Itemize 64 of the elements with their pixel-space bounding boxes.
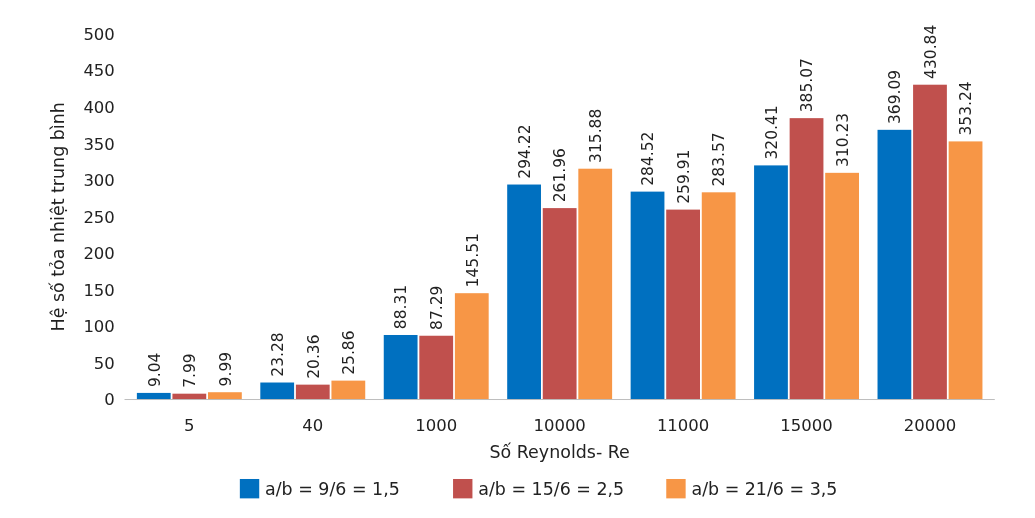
- bar: [136, 392, 171, 400]
- y-tick-label: 0: [104, 390, 115, 410]
- bar: [913, 84, 947, 400]
- data-label: 315.88: [587, 108, 606, 163]
- data-label: 23.28: [269, 332, 288, 377]
- y-tick-label: 150: [83, 280, 115, 300]
- legend-label: a/b = 15/6 = 2,5: [478, 478, 625, 499]
- bar: [877, 129, 912, 400]
- x-tick-label: 15000: [780, 415, 833, 435]
- bar: [578, 168, 613, 400]
- bar: [331, 380, 366, 400]
- bar: [630, 191, 665, 400]
- data-label: 353.24: [957, 81, 976, 136]
- y-tick-label: 450: [83, 61, 115, 81]
- y-tick-label: 200: [83, 244, 115, 264]
- data-label: 283.57: [710, 132, 729, 187]
- bar: [666, 209, 700, 400]
- x-tick-label: 20000: [903, 415, 957, 435]
- bar: [542, 208, 577, 400]
- data-label: 320.41: [762, 105, 781, 160]
- bar: [507, 184, 541, 400]
- data-label: 261.96: [551, 148, 570, 203]
- data-label: 7.99: [181, 353, 200, 388]
- data-label: 88.31: [392, 284, 411, 330]
- x-axis-title: Số Reynolds- Re: [489, 441, 630, 462]
- data-label: 430.84: [921, 24, 940, 79]
- data-label: 310.23: [833, 112, 852, 168]
- y-tick-label: 50: [93, 353, 115, 373]
- x-tick-label: 10000: [533, 415, 586, 435]
- bar: [419, 335, 454, 400]
- legend-label: a/b = 21/6 = 3,5: [691, 478, 838, 499]
- bar: [701, 192, 736, 400]
- data-label: 25.86: [340, 330, 359, 375]
- y-tick-label: 250: [83, 207, 115, 227]
- data-label: 259.91: [674, 149, 693, 204]
- bar: [295, 384, 330, 400]
- y-tick-label: 400: [83, 98, 115, 117]
- data-label: 385.07: [798, 58, 817, 113]
- x-tick-label: 5: [184, 415, 195, 435]
- data-label: 87.29: [428, 285, 447, 330]
- bar: [208, 392, 242, 400]
- bar: [948, 141, 983, 400]
- data-label: 294.22: [515, 124, 534, 179]
- y-tick-label: 300: [83, 171, 115, 191]
- bar: [754, 165, 788, 400]
- y-tick-label: 500: [83, 24, 115, 44]
- bar: [454, 293, 489, 400]
- y-axis-title: Hệ số tỏa nhiệt trung bình: [48, 102, 69, 332]
- bar: [789, 118, 824, 400]
- data-label: 369.09: [886, 69, 905, 125]
- legend-label: a/b = 9/6 = 1,5: [265, 478, 400, 499]
- data-label: 284.52: [639, 131, 658, 186]
- data-label: 20.36: [304, 334, 323, 379]
- x-tick-label: 1000: [415, 415, 458, 435]
- x-tick-label: 40: [302, 415, 324, 435]
- bar: [383, 334, 418, 400]
- y-tick-label: 100: [83, 317, 115, 337]
- data-label: 9.99: [216, 351, 235, 387]
- bar: [825, 172, 859, 400]
- bar: [260, 382, 295, 400]
- data-label: 9.04: [145, 352, 164, 388]
- data-label: 145.51: [463, 233, 482, 288]
- y-tick-label: 350: [83, 134, 115, 154]
- x-tick-label: 11000: [656, 415, 710, 435]
